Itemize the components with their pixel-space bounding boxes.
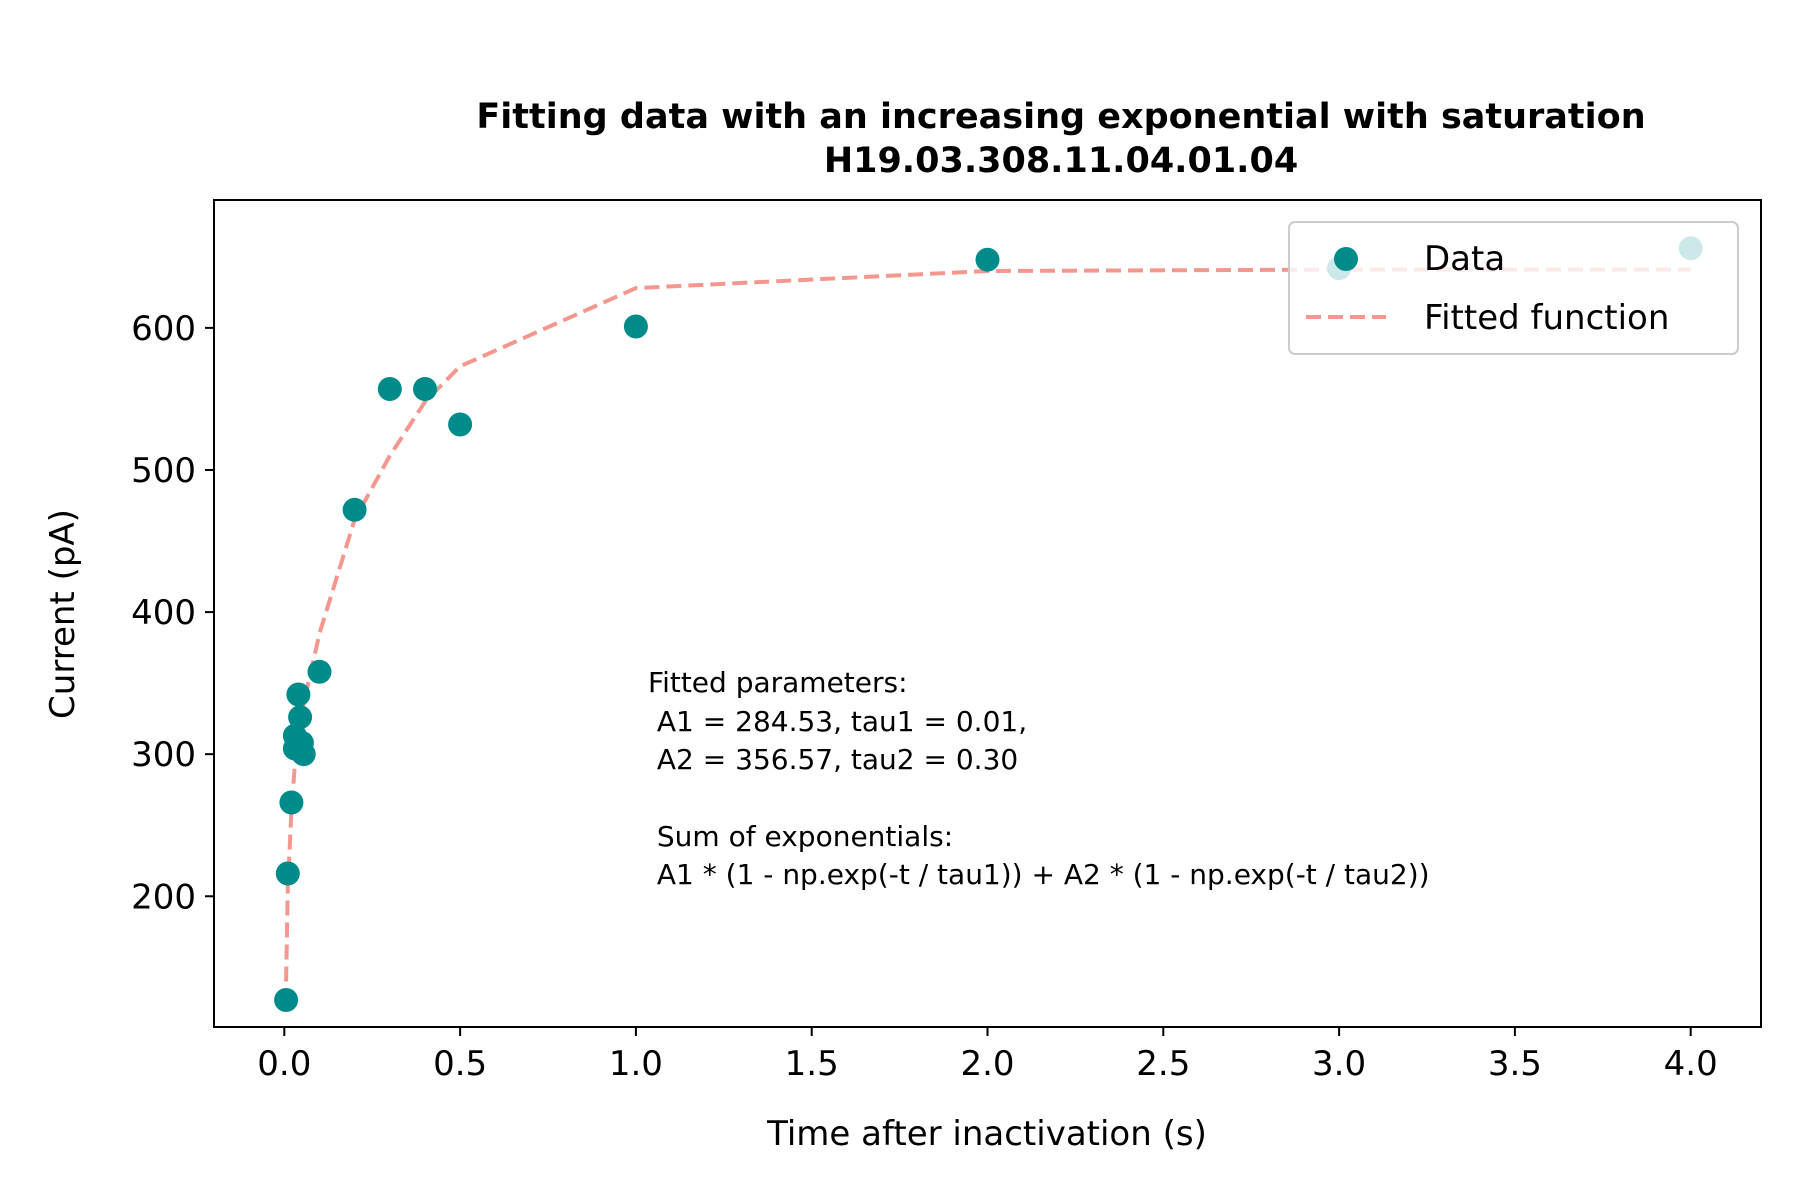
plot-area bbox=[274, 236, 1703, 1012]
data-point bbox=[291, 742, 316, 767]
data-point bbox=[288, 705, 313, 730]
y-axis-label: Current (pA) bbox=[43, 509, 83, 719]
y-axis-ticks: 200 300 400 500 600 bbox=[131, 309, 214, 917]
legend-data-marker bbox=[1334, 247, 1358, 271]
fit-parameters-annotation: Fitted parameters: A1 = 284.53, tau1 = 0… bbox=[648, 666, 1430, 891]
data-point bbox=[274, 988, 299, 1012]
legend-label-data: Data bbox=[1424, 239, 1505, 279]
data-point bbox=[342, 497, 367, 522]
legend-box bbox=[1288, 221, 1739, 355]
chart-subtitle: H19.03.308.11.04.01.04 bbox=[824, 141, 1298, 181]
data-point bbox=[377, 377, 402, 401]
x-tick-label: 0.0 bbox=[257, 1044, 311, 1084]
x-tick-label: 1.0 bbox=[609, 1044, 663, 1084]
legend-label-fit: Fitted function bbox=[1424, 298, 1669, 338]
x-tick-label: 0.5 bbox=[433, 1044, 487, 1084]
x-tick-label: 3.0 bbox=[1312, 1044, 1366, 1084]
annotation-line: A2 = 356.57, tau2 = 0.30 bbox=[648, 743, 1018, 776]
x-tick-label: 4.0 bbox=[1664, 1044, 1718, 1084]
x-axis-ticks: 0.0 0.5 1.0 1.5 2.0 2.5 3.0 3.5 4.0 bbox=[257, 1027, 1718, 1084]
data-point bbox=[448, 412, 473, 437]
y-tick-label: 300 bbox=[131, 735, 196, 775]
x-tick-label: 2.5 bbox=[1136, 1044, 1190, 1084]
annotation-line: Fitted parameters: bbox=[648, 666, 908, 699]
y-tick-label: 400 bbox=[131, 593, 196, 633]
x-tick-label: 1.5 bbox=[785, 1044, 839, 1084]
legend: Data Fitted function bbox=[1288, 221, 1739, 355]
chart-title: Fitting data with an increasing exponent… bbox=[476, 97, 1645, 137]
data-point bbox=[275, 861, 300, 886]
x-tick-label: 3.5 bbox=[1488, 1044, 1542, 1084]
data-point bbox=[623, 314, 648, 339]
annotation-line: A1 * (1 - np.exp(-t / tau1)) + A2 * (1 -… bbox=[648, 858, 1430, 891]
data-point bbox=[975, 247, 1000, 272]
data-point bbox=[286, 682, 311, 707]
y-tick-label: 600 bbox=[131, 309, 196, 349]
x-axis-label: Time after inactivation (s) bbox=[766, 1114, 1207, 1154]
data-point bbox=[413, 377, 437, 401]
y-tick-label: 500 bbox=[131, 451, 196, 491]
annotation-line: A1 = 284.53, tau1 = 0.01, bbox=[648, 705, 1027, 738]
x-tick-label: 2.0 bbox=[960, 1044, 1014, 1084]
data-point bbox=[307, 659, 332, 684]
y-tick-label: 200 bbox=[131, 877, 196, 917]
annotation-line: Sum of exponentials: bbox=[648, 820, 953, 853]
data-point bbox=[279, 790, 304, 815]
